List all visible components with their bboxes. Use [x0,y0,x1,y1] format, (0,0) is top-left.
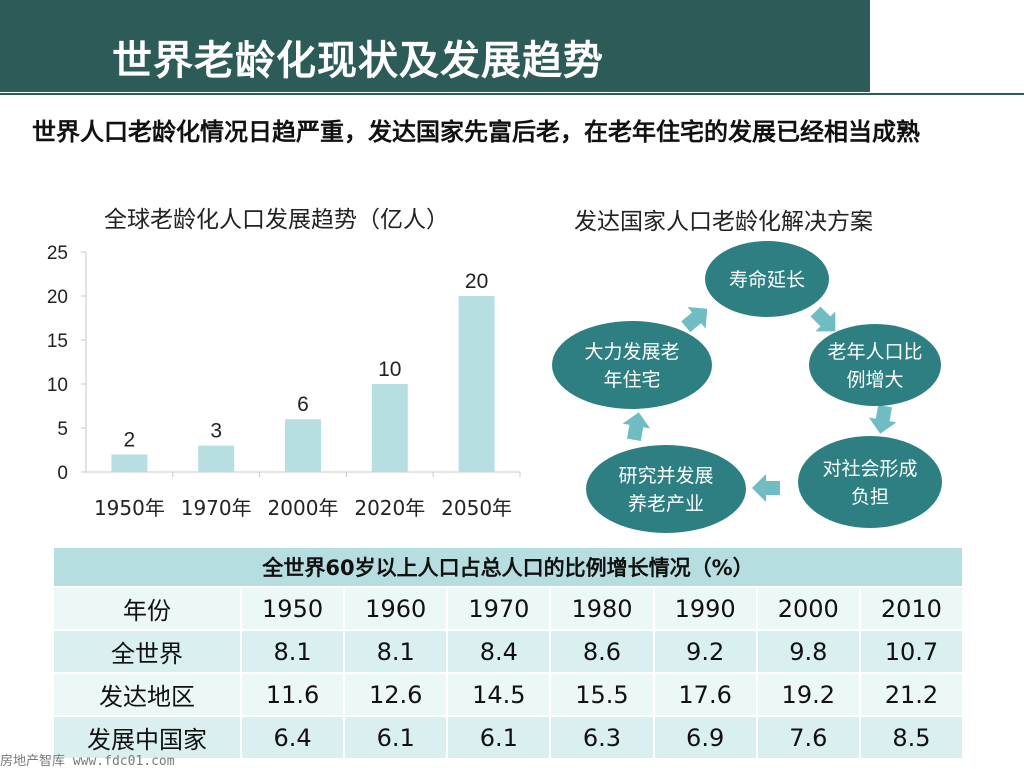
x-tick-label: 1950年 [94,496,165,520]
cycle-node [552,321,712,409]
title-accent [870,0,1024,92]
table-cell: 8.1 [343,629,449,674]
intro-text: 世界人口老龄化情况日趋严重，发达国家先富后老，在老年住宅的发展已经相当成熟 [32,118,920,146]
table-row: 发达地区 11.6 12.6 14.5 15.5 17.6 19.2 21.2 [52,672,965,717]
table-cell: 8.1 [239,629,346,674]
x-tick-label: 2020年 [354,496,425,520]
cycle-arrow [622,412,651,442]
cycle-node-label: 年住宅 [603,369,660,391]
cycle-arrow [810,306,836,332]
table-cell: 21.2 [858,672,965,717]
table-cell: 1970 [446,586,552,631]
table-cell: 19.2 [755,672,861,717]
title-bar [0,0,870,92]
bar-value-label: 3 [210,420,222,443]
table-cell: 12.6 [343,672,449,717]
cycle-node-label: 对社会形成 [822,458,917,480]
cycle-node-label: 老年人口比 [827,341,922,363]
table-cell: 1960 [343,586,449,631]
watermark: 房地产智库 www.fdc01.com [0,754,175,769]
table-cell: 14.5 [446,672,552,717]
bar-value-label: 6 [297,393,309,416]
table-cell: 6.3 [549,715,655,760]
bar-value-label: 10 [378,358,401,381]
bar [371,384,408,472]
table-row: 发展中国家 6.4 6.1 6.1 6.3 6.9 7.6 8.5 [52,715,965,760]
table-cell: 10.7 [858,629,965,674]
y-tick-label: 10 [47,375,68,396]
cycle-heading: 发达国家人口老龄化解决方案 [574,209,873,235]
bar [458,296,495,472]
table-cell: 8.6 [549,629,655,674]
table-cell: 年份 [52,586,242,631]
x-tick-label: 1970年 [181,496,252,520]
x-tick-label: 2000年 [268,496,339,520]
x-tick-label: 2050年 [441,496,512,520]
table-header-row: 年份 1950 1960 1970 1980 1990 2000 2010 [52,586,965,631]
table-cell: 15.5 [549,672,655,717]
cycle-node [705,241,829,317]
bar [111,454,148,472]
cycle-arrow [868,404,897,434]
table-cell: 8.5 [858,715,965,760]
table-cell: 发达地区 [52,672,242,717]
bar [198,445,235,472]
table-cell: 9.8 [755,629,861,674]
table-cell: 发展中国家 [52,715,242,760]
y-tick-label: 0 [57,463,68,484]
table-cell: 1990 [652,586,758,631]
stats-table: 全世界60岁以上人口占总人口的比例增长情况（%） 年份 1950 1960 1970 1… [52,546,965,760]
cycle-node [809,324,941,406]
table-cell: 2000 [755,586,861,631]
y-tick-label: 15 [47,331,68,352]
bar [285,419,321,472]
table-cell: 6.1 [446,715,552,760]
cycle-arrow [752,474,780,502]
cycle-node-label: 寿命延长 [729,269,805,291]
bar-value-label: 2 [124,428,136,451]
page-title: 世界老龄化现状及发展趋势 [112,38,604,84]
table-cell: 17.6 [652,672,758,717]
table-cell: 1980 [549,586,655,631]
table-cell: 11.6 [239,672,346,717]
cycle-arrow [681,306,708,333]
cycle-node-label: 例增大 [846,369,903,391]
table-cell: 全世界 [52,629,242,674]
cycle-node-label: 研究并发展 [618,465,713,487]
bar-chart: 0 5 10 15 20 25 2 1950年 3 1970年 6 2000年 10 2020年 20 205… [47,243,521,520]
table-cell: 9.2 [652,629,758,674]
table-cell: 6.9 [652,715,758,760]
cycle-node-label: 养老产业 [628,493,704,515]
table-cell: 1950 [239,586,346,631]
y-tick-label: 25 [47,243,68,264]
table-caption: 全世界60岁以上人口占总人口的比例增长情况（%） [52,546,964,588]
table-cell: 8.4 [446,629,552,674]
cycle-node [586,445,746,533]
bar-value-label: 20 [465,270,488,293]
table-cell: 6.4 [239,715,346,760]
table-row: 全世界 8.1 8.1 8.4 8.6 9.2 9.8 10.7 [52,629,965,674]
table-cell: 6.1 [343,715,449,760]
table-cell: 2010 [858,586,965,631]
y-tick-label: 20 [47,287,68,308]
title-divider [0,93,1024,95]
table-cell: 7.6 [755,715,861,760]
cycle-node-label: 负担 [851,486,889,508]
chart-heading: 全球老龄化人口发展趋势（亿人） [104,207,449,233]
cycle-node [798,436,942,528]
cycle-node-label: 大力发展老 [584,341,679,363]
y-tick-label: 5 [57,419,68,440]
